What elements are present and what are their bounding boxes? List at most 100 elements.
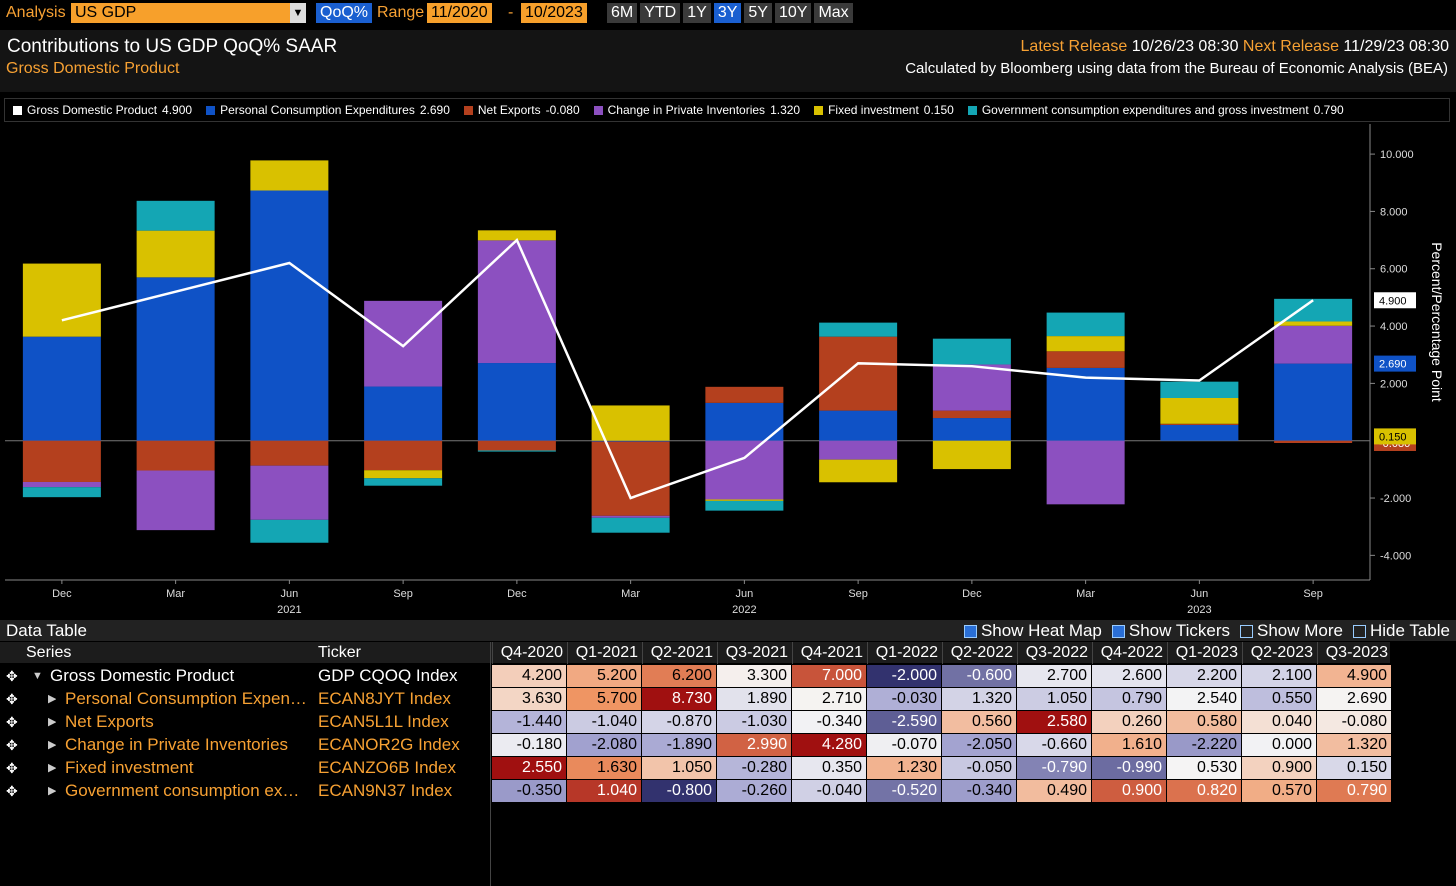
- ticker: ECANZO6B Index: [318, 758, 456, 777]
- row-icon[interactable]: ✥: [6, 691, 18, 707]
- bar-segment: [1274, 298, 1353, 322]
- column-header: Q2-2021: [642, 642, 717, 664]
- bar-segment: [1160, 423, 1239, 425]
- heat-cell: -0.870: [642, 711, 716, 733]
- bar-segment: [364, 478, 443, 486]
- range-button[interactable]: 10Y: [774, 3, 812, 23]
- range-buttons: 6M YTD 1Y 3Y 5Y 10Y Max: [607, 3, 853, 23]
- legend-item: Net Exports -0.080: [463, 103, 580, 117]
- legend: Gross Domestic Product 4.900 Personal Cons…: [4, 98, 1450, 122]
- heat-cell: 0.570: [1242, 780, 1316, 802]
- range-start[interactable]: 11/2020: [427, 3, 492, 23]
- bar-segment: [819, 336, 898, 411]
- last-value-badge: [1374, 355, 1416, 372]
- range-button[interactable]: 1Y: [683, 3, 711, 23]
- row-icon[interactable]: ✥: [6, 714, 18, 730]
- heat-cell: -2.080: [567, 734, 641, 756]
- ticker: GDP CQOQ Index: [318, 666, 458, 685]
- table-title: Data Table: [6, 621, 87, 640]
- range-button[interactable]: YTD: [640, 3, 681, 23]
- table-control[interactable]: Show Tickers: [1111, 621, 1230, 641]
- mode-button[interactable]: QoQ%: [316, 3, 373, 23]
- table-controls: Show Heat Map Show Tickers Show More Hide T…: [963, 621, 1450, 641]
- heat-cell: -0.070: [867, 734, 941, 756]
- row-label: Net Exports: [65, 712, 154, 731]
- column-header: Q4-2021: [792, 642, 867, 664]
- bar-segment: [705, 500, 784, 511]
- heat-cell: 1.230: [867, 757, 941, 779]
- chart-title: Contributions to US GDP QoQ% SAAR: [7, 36, 338, 57]
- range-end[interactable]: 10/2023: [521, 3, 587, 23]
- bar-segment: [364, 386, 443, 441]
- heat-cell: 0.900: [1242, 757, 1316, 779]
- bar-segment: [477, 440, 556, 451]
- legend-swatch: [206, 105, 216, 115]
- row-icon[interactable]: ✥: [6, 668, 18, 684]
- heat-cell: 0.260: [1092, 711, 1166, 733]
- heat-cell: 1.610: [1092, 734, 1166, 756]
- heat-cell: 1.320: [942, 688, 1016, 710]
- expand-arrow: ▶: [48, 762, 57, 774]
- legend-value: 2.690: [419, 103, 450, 117]
- table-control[interactable]: Show Heat Map: [963, 621, 1102, 641]
- legend-value: -0.080: [545, 103, 580, 117]
- bar-segment: [932, 338, 1011, 365]
- legend-value: 1.320: [770, 103, 801, 117]
- heat-cell: 0.530: [1167, 757, 1241, 779]
- x-year-label: 2021: [277, 604, 301, 616]
- heat-cell: 0.790: [1092, 688, 1166, 710]
- control-label: Show Tickers: [1128, 621, 1230, 640]
- range-sep: -: [508, 4, 514, 21]
- y-tick-label: 8.000: [1380, 206, 1408, 218]
- bar-segment: [22, 487, 101, 498]
- y-tick-label: 2.000: [1380, 378, 1408, 390]
- table-control[interactable]: Hide Table: [1352, 621, 1450, 641]
- table-control[interactable]: Show More: [1239, 621, 1343, 641]
- column-header: Q4-2020: [492, 642, 567, 664]
- heat-cell: -0.260: [717, 780, 791, 802]
- row-icon[interactable]: ✥: [6, 760, 18, 776]
- heat-cell: -0.790: [1017, 757, 1091, 779]
- control-icon: [1111, 624, 1125, 638]
- heat-cell: 2.990: [717, 734, 791, 756]
- bar-segment: [250, 190, 329, 441]
- bar-segment: [250, 440, 329, 466]
- range-button[interactable]: Max: [814, 3, 853, 23]
- bar-segment: [705, 440, 784, 500]
- analysis-label: Analysis: [6, 4, 66, 21]
- x-tick-label: Dec: [507, 588, 527, 600]
- bar-segment: [364, 300, 443, 387]
- row-icon[interactable]: ✥: [6, 737, 18, 753]
- heat-cell: 2.100: [1242, 665, 1316, 687]
- ticker: ECANOR2G Index: [318, 735, 460, 754]
- heat-cell: 2.550: [492, 757, 566, 779]
- table-bar: [0, 620, 1456, 641]
- legend-name: Personal Consumption Expenditures: [220, 103, 415, 117]
- x-tick-label: Jun: [1191, 588, 1209, 600]
- legend-swatch: [13, 105, 22, 115]
- range-button[interactable]: 5Y: [744, 3, 772, 23]
- expand-arrow: ▶: [48, 693, 57, 705]
- heat-cell: 3.300: [717, 665, 791, 687]
- chart: -4.000 -2.000 2.000 4.000 6.000 8.000 10.000 Pe…: [5, 124, 1445, 616]
- analysis-field[interactable]: US GDP: [71, 3, 293, 23]
- dropdown-arrow[interactable]: ▼: [290, 3, 306, 23]
- heat-cell: 0.790: [1317, 780, 1391, 802]
- heat-cell: 4.900: [1317, 665, 1391, 687]
- row-icon[interactable]: ✥: [6, 783, 18, 799]
- column-header: Q1-2021: [567, 642, 642, 664]
- heat-cell: -1.440: [492, 711, 566, 733]
- legend-name: Fixed investment: [828, 103, 919, 117]
- expand-arrow: ▼: [32, 670, 43, 682]
- bar-segment: [477, 363, 556, 441]
- release-info: Latest Release 10/26/23 08:30 Next Relea…: [1021, 38, 1449, 56]
- range-button[interactable]: 6M: [607, 3, 638, 23]
- heat-cell: 0.560: [942, 711, 1016, 733]
- range-button[interactable]: 3Y: [713, 3, 742, 23]
- x-tick-label: Sep: [1303, 588, 1323, 600]
- x-year-label: 2022: [732, 604, 756, 616]
- heat-cell: -0.600: [942, 665, 1016, 687]
- last-value-badge: [1374, 428, 1416, 445]
- bar-segment: [1046, 440, 1125, 505]
